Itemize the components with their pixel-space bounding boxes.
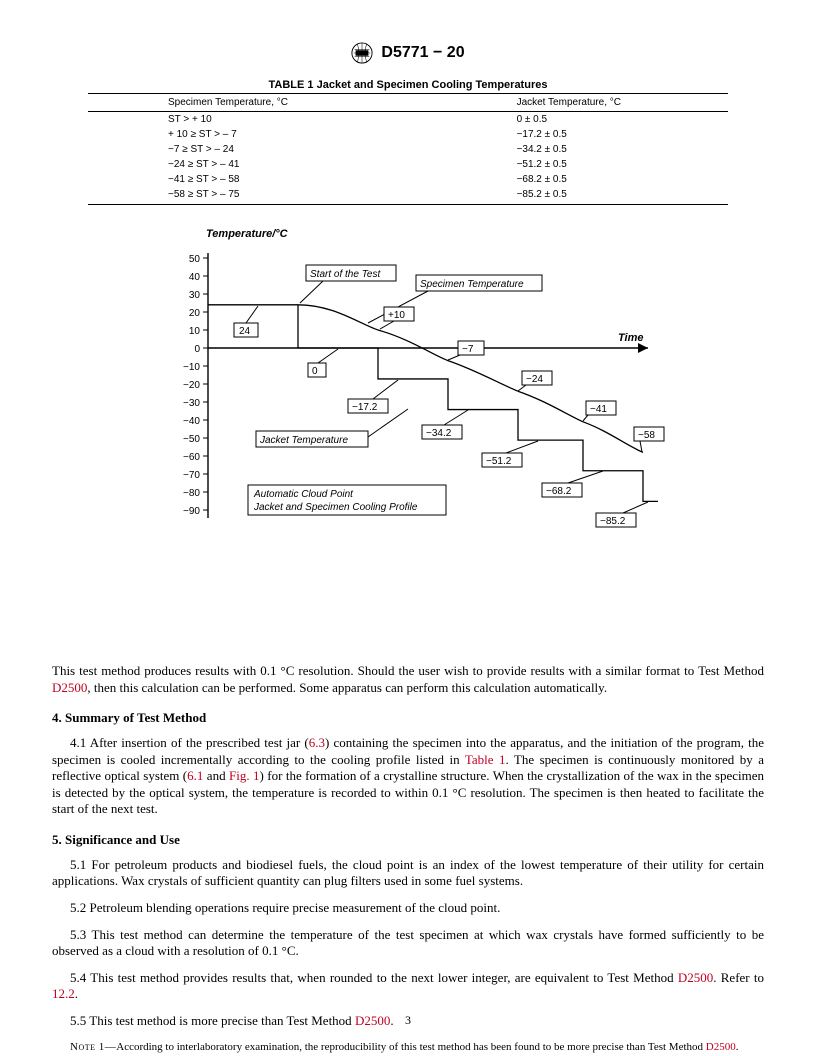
para-5-2: 5.2 Petroleum blending operations requir… xyxy=(52,900,764,917)
svg-text:−10: −10 xyxy=(183,362,200,373)
svg-text:−60: −60 xyxy=(183,452,200,463)
svg-text:Automatic Cloud Point: Automatic Cloud Point xyxy=(253,489,354,500)
svg-text:−80: −80 xyxy=(183,488,200,499)
svg-text:30: 30 xyxy=(189,290,201,301)
svg-text:0: 0 xyxy=(312,366,318,377)
svg-text:−51.2: −51.2 xyxy=(486,456,512,467)
cooling-table: Specimen Temperature, °C Jacket Temperat… xyxy=(88,93,728,205)
table-cell: −34.2 ± 0.5 xyxy=(377,142,728,157)
svg-text:−7: −7 xyxy=(462,344,474,355)
svg-text:−41: −41 xyxy=(590,404,607,415)
svg-text:−24: −24 xyxy=(526,374,543,385)
svg-text:−70: −70 xyxy=(183,470,200,481)
page-number: 3 xyxy=(0,1013,816,1028)
table-col2-header: Jacket Temperature, °C xyxy=(377,94,728,112)
svg-text:−90: −90 xyxy=(183,506,200,517)
svg-text:+10: +10 xyxy=(388,310,405,321)
jacket-step-line xyxy=(298,348,658,501)
svg-text:50: 50 xyxy=(189,254,201,265)
para-5-3: 5.3 This test method can determine the t… xyxy=(52,927,764,960)
svg-text:−20: −20 xyxy=(183,380,200,391)
table-cell: −58 ≥ ST > – 75 xyxy=(88,187,377,205)
section-5-heading: 5. Significance and Use xyxy=(52,832,764,849)
table-cell: + 10 ≥ ST > – 7 xyxy=(88,127,377,142)
para-5-4: 5.4 This test method provides results th… xyxy=(52,970,764,1003)
page-header: D5771 − 20 xyxy=(52,42,764,69)
cooling-profile-chart: Temperature/°C 50 40 30 20 10 0 −10 −20 … xyxy=(148,223,668,543)
table-cell: 0 ± 0.5 xyxy=(377,112,728,128)
svg-text:20: 20 xyxy=(189,308,201,319)
astm-logo-icon xyxy=(351,42,373,64)
designation: D5771 − 20 xyxy=(381,44,464,62)
table-col1-header: Specimen Temperature, °C xyxy=(88,94,377,112)
note-1: Note 1—According to interlaboratory exam… xyxy=(52,1040,764,1054)
svg-text:Start of the Test: Start of the Test xyxy=(310,269,381,280)
intro-paragraph: This test method produces results with 0… xyxy=(52,663,764,696)
svg-text:−85.2: −85.2 xyxy=(600,516,626,527)
svg-text:40: 40 xyxy=(189,272,201,283)
chart-y-title: Temperature/°C xyxy=(206,228,289,240)
svg-text:−58: −58 xyxy=(638,430,655,441)
svg-text:Specimen Temperature: Specimen Temperature xyxy=(420,279,524,290)
para-5-1: 5.1 For petroleum products and biodiesel… xyxy=(52,857,764,890)
chart-y-axis: 50 40 30 20 10 0 −10 −20 −30 −40 −50 −60… xyxy=(183,254,208,517)
svg-text:10: 10 xyxy=(189,326,201,337)
section-4-heading: 4. Summary of Test Method xyxy=(52,710,764,727)
svg-text:−50: −50 xyxy=(183,434,200,445)
svg-text:−17.2: −17.2 xyxy=(352,402,378,413)
chart-x-title: Time xyxy=(618,332,643,344)
table-cell: −68.2 ± 0.5 xyxy=(377,172,728,187)
table-cell: −51.2 ± 0.5 xyxy=(377,157,728,172)
svg-text:−34.2: −34.2 xyxy=(426,428,452,439)
table-cell: −24 ≥ ST > – 41 xyxy=(88,157,377,172)
table-cell: ST > + 10 xyxy=(88,112,377,128)
para-4-1: 4.1 After insertion of the prescribed te… xyxy=(52,735,764,818)
svg-text:Jacket Temperature: Jacket Temperature xyxy=(259,435,348,446)
table-cell: −7 ≥ ST > – 24 xyxy=(88,142,377,157)
svg-text:−68.2: −68.2 xyxy=(546,486,572,497)
xref-d2500: D2500 xyxy=(52,680,87,695)
svg-text:Jacket and Specimen Cooling Pr: Jacket and Specimen Cooling Profile xyxy=(253,502,418,513)
table-cell: −85.2 ± 0.5 xyxy=(377,187,728,205)
svg-text:−30: −30 xyxy=(183,398,200,409)
svg-text:0: 0 xyxy=(194,344,200,355)
table-cell: −17.2 ± 0.5 xyxy=(377,127,728,142)
body-text: This test method produces results with 0… xyxy=(52,663,764,1054)
svg-text:−40: −40 xyxy=(183,416,200,427)
table-title: TABLE 1 Jacket and Specimen Cooling Temp… xyxy=(52,79,764,91)
table-cell: −41 ≥ ST > – 58 xyxy=(88,172,377,187)
svg-text:24: 24 xyxy=(239,326,251,337)
